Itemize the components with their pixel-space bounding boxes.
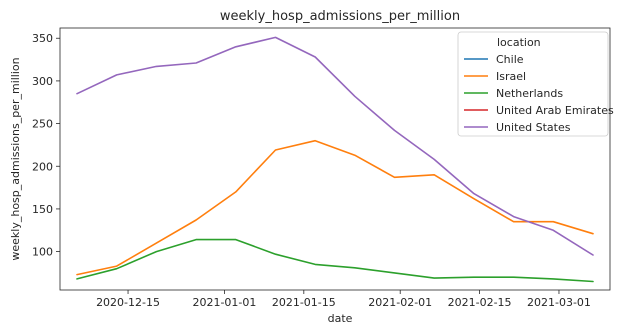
y-axis-label: weekly_hosp_admissions_per_million [9,57,22,260]
legend-label: United States [496,121,571,134]
y-tick-label: 100 [32,246,53,259]
legend-entries: Chile Israel Netherlands United Arab Emirat… [464,53,614,134]
chart-title: weekly_hosp_admissions_per_million [220,9,460,24]
x-tick-label: 2021-01-15 [272,296,336,309]
series-line-israel [76,139,594,276]
x-tick-label: 2021-02-15 [448,296,512,309]
legend-box [457,31,609,137]
y-tick-label: 200 [32,160,53,173]
y-tick-label: 350 [32,32,53,45]
y-tick-label: 150 [32,203,53,216]
y-axis: 100 150 200 250 300 350 [32,32,60,259]
x-tick-label: 2021-01-01 [192,296,256,309]
x-axis-label: date [328,312,353,325]
series-line-united-states [76,36,594,256]
legend: location Chile Israel Netherlands United Ar… [457,31,614,137]
y-tick-label: 250 [32,118,53,131]
legend-title: location [497,36,541,49]
x-tick-label: 2021-02-01 [368,296,432,309]
legend-label: Netherlands [496,87,563,100]
y-tick-label: 300 [32,75,53,88]
legend-label: Chile [496,53,524,66]
x-tick-label: 2021-03-01 [527,296,591,309]
x-tick-label: 2020-12-15 [96,296,160,309]
x-axis: 2020-12-15 2021-01-01 2021-01-15 2021-02-01… [96,290,591,309]
legend-label: United Arab Emirates [496,104,614,117]
series-lines [76,36,594,283]
legend-label: Israel [496,70,526,83]
series-line-netherlands [76,238,594,283]
